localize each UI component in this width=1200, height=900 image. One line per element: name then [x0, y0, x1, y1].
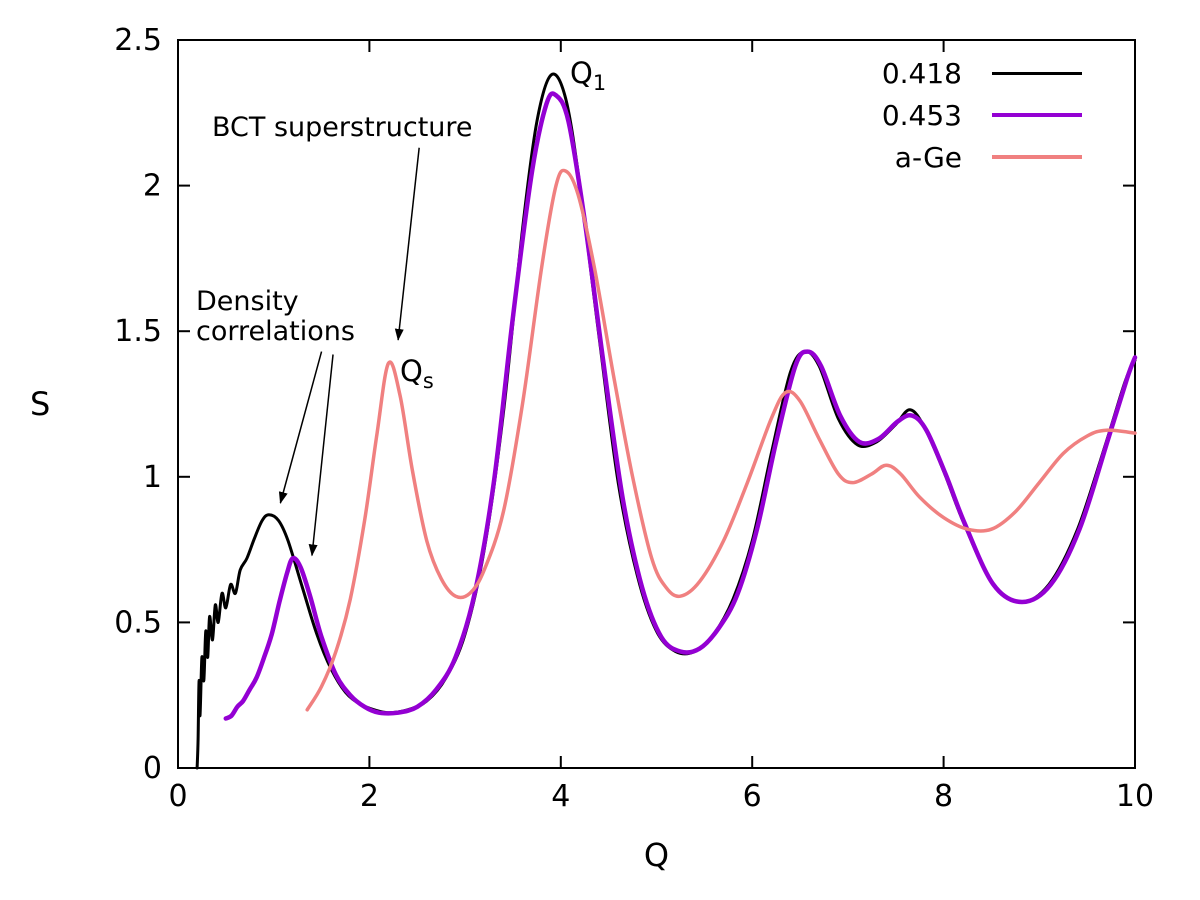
- annotation-qs-main: Q: [400, 354, 423, 388]
- legend-line-sample: [992, 71, 1082, 75]
- annotation-density-correlations: Density correlations: [196, 287, 355, 347]
- svg-text:4: 4: [551, 779, 570, 814]
- svg-text:0: 0: [143, 751, 162, 786]
- annotation-density-line1: Density: [196, 286, 299, 317]
- legend-line-sample: [992, 112, 1082, 118]
- legend-label: 0.418: [881, 56, 962, 90]
- legend-entry: 0.453: [827, 94, 1082, 136]
- legend-entry: a-Ge: [827, 136, 1082, 178]
- y-axis-label: S: [30, 385, 51, 423]
- legend-label: 0.453: [881, 98, 962, 132]
- annotation-density-line2: correlations: [196, 316, 355, 347]
- svg-text:1.5: 1.5: [114, 314, 162, 349]
- svg-text:2.5: 2.5: [114, 23, 162, 58]
- svg-text:8: 8: [934, 779, 953, 814]
- annotation-q1-peak: Q1: [570, 56, 606, 95]
- svg-text:10: 10: [1116, 779, 1154, 814]
- legend: 0.418 0.453 a-Ge: [827, 52, 1082, 178]
- annotation-q1-sub: 1: [592, 70, 607, 95]
- svg-text:0: 0: [168, 779, 187, 814]
- svg-text:2: 2: [143, 169, 162, 204]
- svg-text:2: 2: [360, 779, 379, 814]
- annotation-qs-peak: Qs: [400, 354, 434, 393]
- legend-line-sample: [992, 155, 1082, 159]
- legend-entry: 0.418: [827, 52, 1082, 94]
- x-axis-label: Q: [643, 836, 670, 874]
- annotation-q1-main: Q: [570, 56, 593, 90]
- annotation-bct-superstructure: BCT superstructure: [212, 112, 473, 143]
- annotation-qs-sub: s: [422, 368, 434, 393]
- svg-text:0.5: 0.5: [114, 605, 162, 640]
- legend-label: a-Ge: [894, 140, 962, 174]
- svg-text:6: 6: [743, 779, 762, 814]
- svg-text:1: 1: [143, 460, 162, 495]
